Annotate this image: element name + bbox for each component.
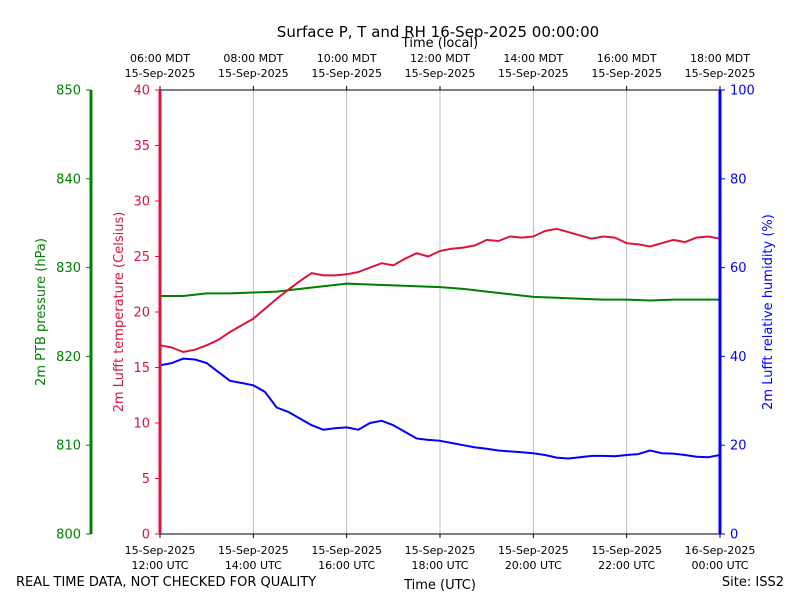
temperature-axis-label: 2m Lufft temperature (Celsius)	[112, 212, 127, 413]
top-tick-date: 15-Sep-2025	[685, 67, 756, 80]
pressure-series-line	[160, 282, 720, 302]
chart-title: Surface P, T and RH 16-Sep-2025 00:00:00	[277, 23, 599, 41]
temperature-tick-label: 30	[133, 195, 150, 210]
bottom-tick-time: 18:00 UTC	[411, 559, 468, 572]
vertical-gridlines	[252, 90, 628, 534]
top-tick-time: 08:00 MDT	[223, 52, 283, 65]
top-tick-date: 15-Sep-2025	[591, 67, 662, 80]
bottom-tick-date: 15-Sep-2025	[591, 544, 662, 557]
temperature-tick-label: 40	[133, 84, 150, 99]
temperature-series-line	[159, 227, 721, 353]
pressure-tick-label: 850	[56, 84, 81, 99]
temperature-tick-label: 35	[133, 139, 150, 154]
top-axis-label: Time (local)	[401, 36, 478, 51]
humidity-tick-label: 40	[730, 350, 747, 365]
humidity-tick-label: 60	[730, 261, 747, 276]
x-axis-label: Time (UTC)	[403, 578, 476, 593]
humidity-tick-label: 100	[730, 84, 755, 99]
top-tick-time: 16:00 MDT	[597, 52, 657, 65]
pressure-tick-label: 800	[56, 528, 81, 543]
bottom-tick-date: 15-Sep-2025	[218, 544, 289, 557]
bottom-tick-date: 15-Sep-2025	[311, 544, 382, 557]
temperature-tick-label: 0	[142, 528, 150, 543]
temperature-tick-label: 10	[133, 417, 150, 432]
bottom-tick-time: 14:00 UTC	[225, 559, 282, 572]
quality-disclaimer: REAL TIME DATA, NOT CHECKED FOR QUALITY	[16, 575, 317, 590]
top-tick-date: 15-Sep-2025	[405, 67, 476, 80]
temperature-tick-label: 25	[133, 250, 150, 265]
pressure-tick-label: 830	[56, 261, 81, 276]
pressure-tick-label: 820	[56, 350, 81, 365]
pressure-tick-label: 810	[56, 439, 81, 454]
bottom-tick-time: 22:00 UTC	[598, 559, 655, 572]
bottom-tick-time: 00:00 UTC	[691, 559, 748, 572]
humidity-tick-label: 80	[730, 172, 747, 187]
top-tick-date: 15-Sep-2025	[498, 67, 569, 80]
top-tick-date: 15-Sep-2025	[311, 67, 382, 80]
top-tick-time: 14:00 MDT	[503, 52, 563, 65]
bottom-tick-date: 15-Sep-2025	[498, 544, 569, 557]
temperature-tick-label: 15	[133, 361, 150, 376]
pressure-tick-label: 840	[56, 172, 81, 187]
top-tick-date: 15-Sep-2025	[125, 67, 196, 80]
bottom-tick-time: 12:00 UTC	[131, 559, 188, 572]
bottom-tick-date: 15-Sep-2025	[125, 544, 196, 557]
bottom-tick-time: 16:00 UTC	[318, 559, 375, 572]
humidity-tick-label: 0	[730, 528, 738, 543]
top-tick-time: 10:00 MDT	[317, 52, 377, 65]
top-tick-time: 18:00 MDT	[690, 52, 750, 65]
temperature-tick-label: 20	[133, 306, 150, 321]
bottom-tick-date: 16-Sep-2025	[685, 544, 756, 557]
top-tick-date: 15-Sep-2025	[218, 67, 289, 80]
top-tick-time: 06:00 MDT	[130, 52, 190, 65]
series-group	[159, 227, 721, 460]
bottom-tick-date: 15-Sep-2025	[405, 544, 476, 557]
top-tick-time: 12:00 MDT	[410, 52, 470, 65]
site-label: Site: ISS2	[721, 575, 784, 590]
humidity-series-line	[159, 357, 721, 460]
x-ticks-group: 15-Sep-2025 12:00 UTC 15-Sep-2025 14:00 UTC…	[125, 52, 756, 572]
humidity-axis-label: 2m Lufft relative humidity (%)	[761, 214, 776, 410]
temperature-tick-label: 5	[142, 472, 150, 487]
pressure-axis-label: 2m PTB pressure (hPa)	[34, 238, 49, 386]
humidity-tick-label: 20	[730, 439, 747, 454]
bottom-tick-time: 20:00 UTC	[505, 559, 562, 572]
